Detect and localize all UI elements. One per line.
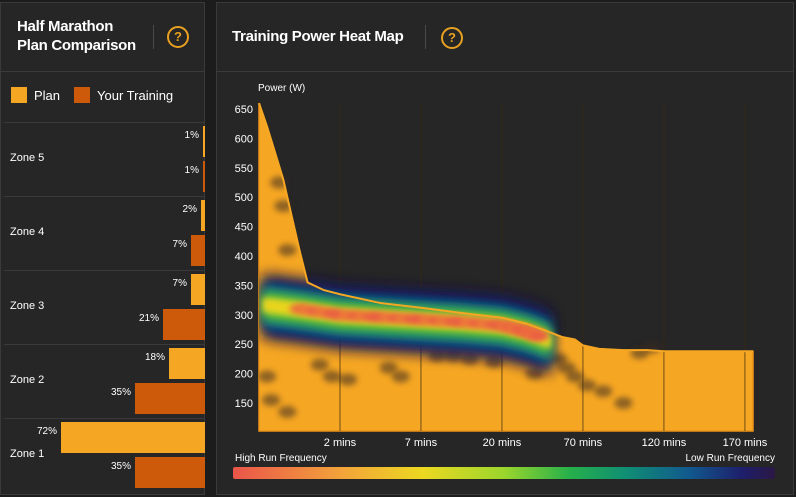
y-tick-label: 400 <box>235 251 253 263</box>
x-tick-label: 20 mins <box>483 437 522 449</box>
zone-label: Zone 5 <box>10 152 45 164</box>
training-swatch <box>74 87 91 103</box>
bar-percent-label: 1% <box>184 165 199 176</box>
zone-row: Zone 2 18% 35% <box>4 344 205 418</box>
plan-comparison-panel: Half Marathon Plan Comparison ? Plan You… <box>0 2 205 495</box>
help-icon[interactable]: ? <box>441 27 463 49</box>
x-tick-label: 170 mins <box>723 437 768 449</box>
y-tick-label: 600 <box>235 133 253 145</box>
zone-row: Zone 3 7% 21% <box>4 270 205 344</box>
heat-hot-spot <box>529 330 550 341</box>
training-bar <box>191 235 205 266</box>
run-blob <box>614 397 633 409</box>
training-bar <box>163 309 205 340</box>
heat-map-title: Training Power Heat Map <box>232 28 404 45</box>
y-tick-label: 200 <box>235 369 253 381</box>
zone-label: Zone 2 <box>10 374 45 386</box>
plan-bar <box>61 422 205 453</box>
bar-percent-label: 2% <box>182 204 197 215</box>
plan-comparison-title-line1: Half Marathon <box>17 18 114 35</box>
heat-map-header: Training Power Heat Map ? <box>217 3 793 72</box>
bar-percent-label: 18% <box>144 352 165 363</box>
run-blob <box>259 370 277 383</box>
run-blob <box>339 373 358 386</box>
y-tick-label: 650 <box>235 104 253 116</box>
run-blob <box>525 367 544 380</box>
run-blob <box>278 405 297 418</box>
heat-map-panel: Training Power Heat Map ? Power (W) 150 20… <box>216 2 794 495</box>
run-blob <box>391 370 410 383</box>
run-blob <box>565 370 584 383</box>
y-tick-label: 300 <box>235 310 253 322</box>
power-heat-map: Power (W) 150 200 250 300 350 400 450 500 550 600 6… <box>235 83 768 449</box>
y-tick-label: 550 <box>235 163 253 175</box>
header-divider <box>425 25 426 49</box>
heat-layer <box>259 176 661 418</box>
bar-percent-label: 1% <box>184 130 199 141</box>
zone-legend: Plan Your Training <box>11 85 187 105</box>
low-frequency-label: Low Run Frequency <box>685 453 776 464</box>
zone-label: Zone 4 <box>10 226 45 238</box>
plan-bar <box>201 200 205 231</box>
x-tick-label: 2 mins <box>324 437 357 449</box>
run-blob <box>379 361 398 374</box>
bar-percent-label: 35% <box>110 387 131 398</box>
plan-comparison-title-line2: Plan Comparison <box>17 37 136 54</box>
x-tick-label: 120 mins <box>642 437 687 449</box>
plan-swatch <box>11 87 27 103</box>
plan-bar <box>191 274 205 305</box>
run-blob <box>310 358 329 371</box>
plan-line <box>258 102 753 353</box>
y-tick-label: 250 <box>235 339 253 351</box>
x-tick-label: 70 mins <box>564 437 603 449</box>
plan-bar <box>203 126 205 157</box>
zone-bar-chart: Zone 5 1% 1% Zone 4 2% 7% Zone 3 7% 21% Zone 2 18%… <box>4 122 205 492</box>
bar-percent-label: 72% <box>36 426 57 437</box>
y-tick-label: 350 <box>235 280 253 292</box>
zone-row: Zone 5 1% 1% <box>4 122 205 196</box>
plan-comparison-title: Half Marathon Plan Comparison <box>17 17 136 55</box>
zone-row: Zone 1 72% 35% <box>4 418 205 492</box>
high-frequency-label: High Run Frequency <box>235 453 327 464</box>
bar-percent-label: 7% <box>172 278 187 289</box>
y-axis-label: Power (W) <box>258 83 305 94</box>
run-blob <box>557 361 576 374</box>
plan-bar <box>169 348 205 379</box>
zone-row: Zone 4 2% 7% <box>4 196 205 270</box>
run-blob <box>262 394 281 407</box>
frequency-gradient-legend <box>233 467 775 479</box>
help-icon[interactable]: ? <box>167 26 189 48</box>
bar-percent-label: 7% <box>172 239 187 250</box>
x-tick-label: 7 mins <box>405 437 438 449</box>
header-divider <box>153 25 154 49</box>
y-tick-label: 500 <box>235 192 253 204</box>
plan-comparison-header: Half Marathon Plan Comparison ? <box>1 3 204 72</box>
bar-percent-label: 21% <box>138 313 159 324</box>
run-blob <box>594 385 613 398</box>
zone-label: Zone 3 <box>10 300 45 312</box>
legend-training-label: Your Training <box>97 87 174 103</box>
run-blob <box>322 370 341 383</box>
zone-label: Zone 1 <box>10 448 45 460</box>
bar-percent-label: 35% <box>110 461 131 472</box>
y-tick-label: 450 <box>235 222 253 234</box>
run-blob <box>577 379 596 392</box>
training-bar <box>135 457 205 488</box>
legend-plan-label: Plan <box>34 87 61 103</box>
run-blob <box>549 352 568 365</box>
run-blob <box>278 244 297 257</box>
training-bar <box>203 161 205 192</box>
y-tick-label: 150 <box>235 398 253 410</box>
training-bar <box>135 383 205 414</box>
